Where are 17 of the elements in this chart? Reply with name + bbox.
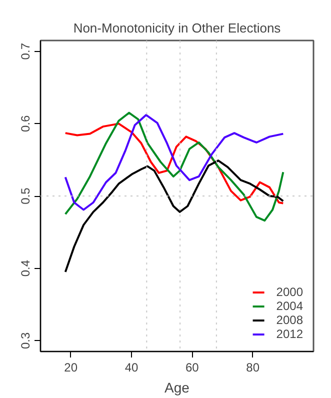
legend-label: 2008 <box>276 313 303 327</box>
x-tick-label: 80 <box>246 360 260 374</box>
line-series <box>64 160 284 273</box>
line-series <box>64 122 284 204</box>
x-tick-label: 40 <box>124 360 138 374</box>
x-tick-label: 20 <box>64 360 78 374</box>
y-tick-label: 0.3 <box>18 332 32 349</box>
y-tick-label: 0.5 <box>18 187 32 204</box>
legend-label: 2012 <box>276 327 303 341</box>
y-tick-label: 0.4 <box>18 260 32 277</box>
legend-label: 2004 <box>276 299 303 313</box>
y-tick-label: 0.7 <box>18 42 32 60</box>
x-axis-title: Age <box>164 380 190 396</box>
y-tick-label: 0.6 <box>18 115 32 132</box>
x-tick-label: 60 <box>185 360 200 374</box>
legend-label: 2000 <box>276 285 303 299</box>
chart-title: Non-Monotonicity in Other Elections <box>73 20 282 36</box>
